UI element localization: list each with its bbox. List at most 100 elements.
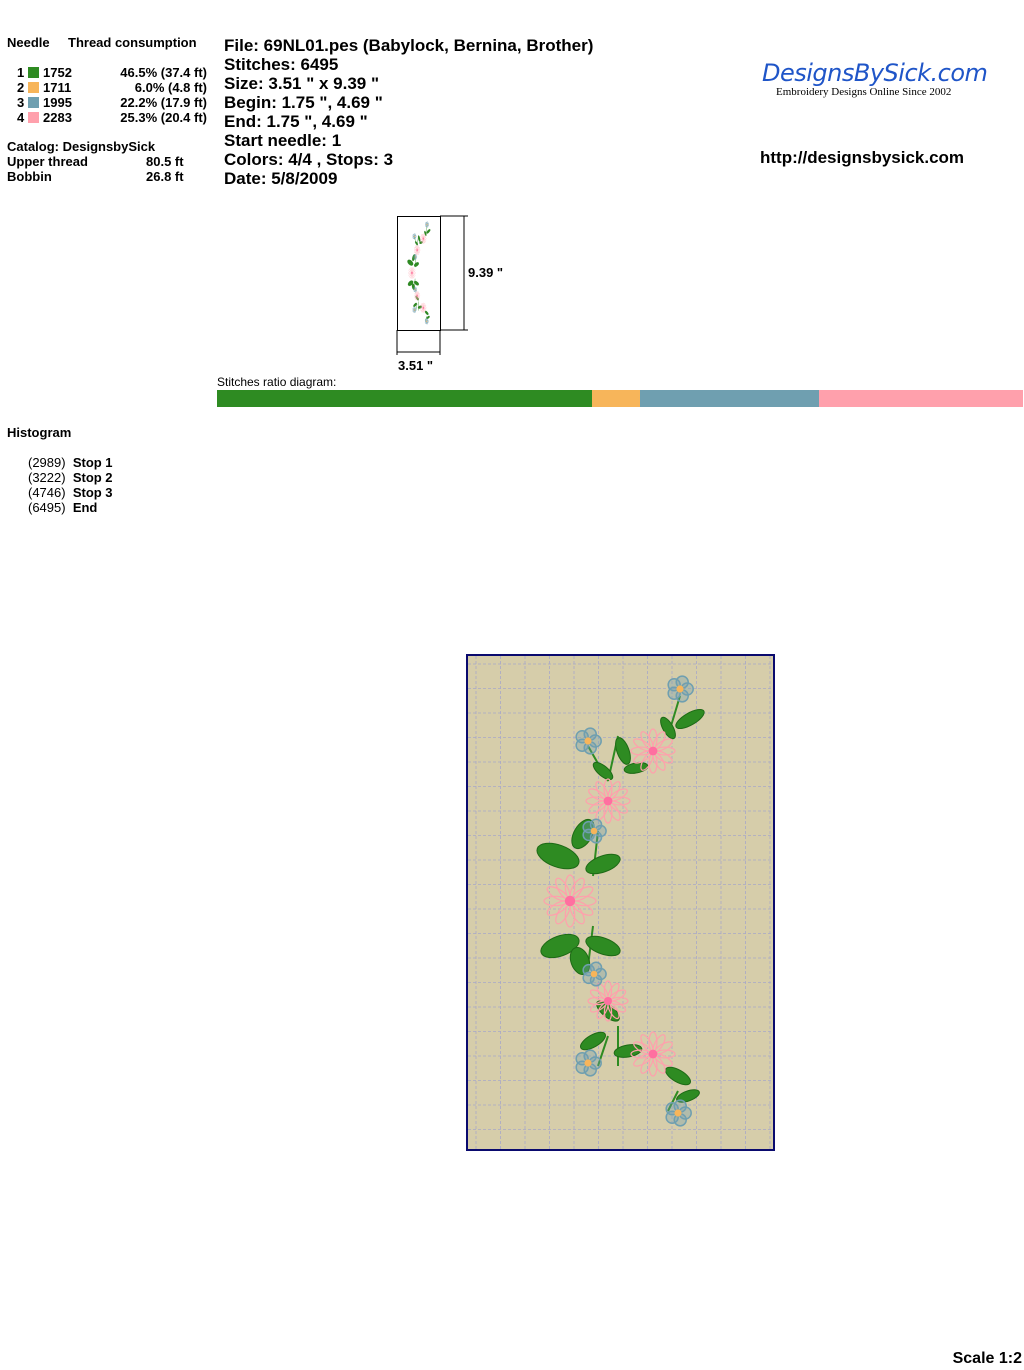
needle-number: 4 — [17, 110, 25, 125]
thread-consumption: 6.0% (4.8 ft) — [134, 80, 207, 95]
ratio-segment — [819, 390, 1023, 407]
thread-code: 1752 — [43, 65, 72, 80]
thread-consumption: 46.5% (37.4 ft) — [120, 65, 207, 80]
leaf-icon — [615, 737, 631, 765]
height-dimension: 9.39 " — [468, 265, 504, 280]
leaf-icon — [592, 761, 614, 781]
thread-row: 2 1711 6.0% (4.8 ft) — [0, 80, 215, 95]
color-swatch — [28, 112, 39, 123]
stitch-count: (6495) — [28, 500, 66, 515]
leaf-icon — [426, 229, 431, 234]
bobbin-label: Bobbin — [7, 169, 52, 184]
pink-flower-icon — [420, 302, 427, 314]
leaf-icon — [540, 933, 580, 959]
color-swatch — [28, 67, 39, 78]
leaf-icon — [613, 1044, 643, 1058]
leaf-icon — [414, 262, 419, 267]
thread-code: 2283 — [43, 110, 72, 125]
leaf-icon — [536, 842, 580, 870]
leaf-icon — [424, 230, 427, 236]
stitch-count: (4746) — [28, 485, 66, 500]
ratio-label: Stitches ratio diagram: — [217, 375, 337, 389]
dimension-lines — [440, 215, 468, 331]
leaf-icon — [585, 853, 621, 875]
flower-icon — [425, 318, 429, 325]
flower-icon — [413, 254, 417, 260]
leaf-icon — [418, 235, 421, 242]
leaf-icon — [585, 935, 621, 957]
leaf-icon — [414, 280, 419, 286]
leaf-icon — [675, 708, 705, 730]
flower-icon — [413, 286, 417, 293]
logo-name: DesignsBySick.com — [762, 59, 988, 87]
file-info: File: 69NL01.pes (Babylock, Bernina, Bro… — [224, 36, 594, 55]
thread-consumption: 22.2% (17.9 ft) — [120, 95, 207, 110]
flower-icon — [412, 306, 417, 314]
histogram-item: (3222) Stop 2 — [28, 470, 113, 485]
thread-row: 1 1752 46.5% (37.4 ft) — [0, 65, 215, 80]
width-dimension: 3.51 " — [398, 358, 434, 373]
consumption-header: Thread consumption — [68, 35, 197, 50]
flower-icon — [665, 1099, 692, 1127]
leaf-icon — [660, 716, 676, 740]
thread-row: 4 2283 25.3% (20.4 ft) — [0, 110, 215, 125]
flower-icon — [412, 233, 417, 240]
flower-icon — [575, 1049, 602, 1077]
leaf-icon — [413, 302, 417, 307]
thread-code: 1995 — [43, 95, 72, 110]
flower-icon — [582, 961, 607, 987]
upper-thread-label: Upper thread — [7, 154, 88, 169]
colors-info: Colors: 4/4 , Stops: 3 — [224, 150, 394, 169]
ratio-segment — [640, 390, 820, 407]
pink-flower-icon — [543, 874, 597, 928]
flower-icon — [667, 675, 694, 703]
stitch-count: (3222) — [28, 470, 66, 485]
histogram-title: Histogram — [7, 425, 72, 440]
design-thumbnail — [397, 216, 441, 331]
date-info: Date: 5/8/2009 — [224, 169, 338, 188]
logo-tagline: Embroidery Designs Online Since 2002 — [776, 86, 952, 98]
needle-header: Needle — [7, 35, 50, 50]
ratio-segment — [217, 390, 592, 407]
size-info: Size: 3.51 " x 9.39 " — [224, 74, 380, 93]
pink-flower-icon — [585, 778, 631, 824]
flower-icon — [575, 727, 602, 755]
thread-consumption: 25.3% (20.4 ft) — [120, 110, 207, 125]
catalog: Catalog: DesignsbySick — [7, 139, 156, 154]
pink-flower-icon — [414, 244, 421, 256]
thread-code: 1711 — [43, 80, 72, 95]
end-info: End: 1.75 ", 4.69 " — [224, 112, 368, 131]
ratio-segment — [591, 390, 641, 407]
flower-icon — [582, 818, 607, 844]
width-dimension-line — [396, 330, 441, 355]
stop-label: End — [72, 500, 98, 515]
scale-label: Scale 1:2 — [952, 1350, 1022, 1367]
stop-label: Stop 2 — [72, 470, 113, 485]
design-preview — [466, 654, 795, 1155]
needle-number: 3 — [17, 95, 25, 110]
website-url[interactable]: http://designsbysick.com — [760, 148, 965, 167]
leaf-icon — [407, 280, 414, 286]
pink-flower-icon — [630, 728, 676, 774]
upper-thread-value: 80.5 ft — [146, 154, 184, 169]
logo: DesignsBySick.com Embroidery Designs Onl… — [762, 60, 992, 98]
begin-info: Begin: 1.75 ", 4.69 " — [224, 93, 383, 112]
pink-flower-icon — [587, 980, 629, 1022]
color-swatch — [28, 97, 39, 108]
histogram-item: (2989) Stop 1 — [28, 455, 113, 470]
needle-number: 2 — [17, 80, 25, 95]
leaf-icon — [424, 310, 429, 315]
thread-row: 3 1995 22.2% (17.9 ft) — [0, 95, 215, 110]
pink-flower-icon — [420, 233, 427, 244]
bobbin-value: 26.8 ft — [146, 169, 184, 184]
start-needle-info: Start needle: 1 — [224, 131, 342, 150]
leaf-icon — [665, 1066, 691, 1086]
stop-label: Stop 1 — [72, 455, 113, 470]
pink-flower-icon — [414, 291, 420, 301]
histogram-item: (6495) End — [28, 500, 97, 515]
leaf-icon — [580, 1031, 606, 1051]
stitch-count: (2989) — [28, 455, 66, 470]
needle-number: 1 — [17, 65, 25, 80]
stop-label: Stop 3 — [72, 485, 113, 500]
flower-icon — [425, 221, 429, 228]
